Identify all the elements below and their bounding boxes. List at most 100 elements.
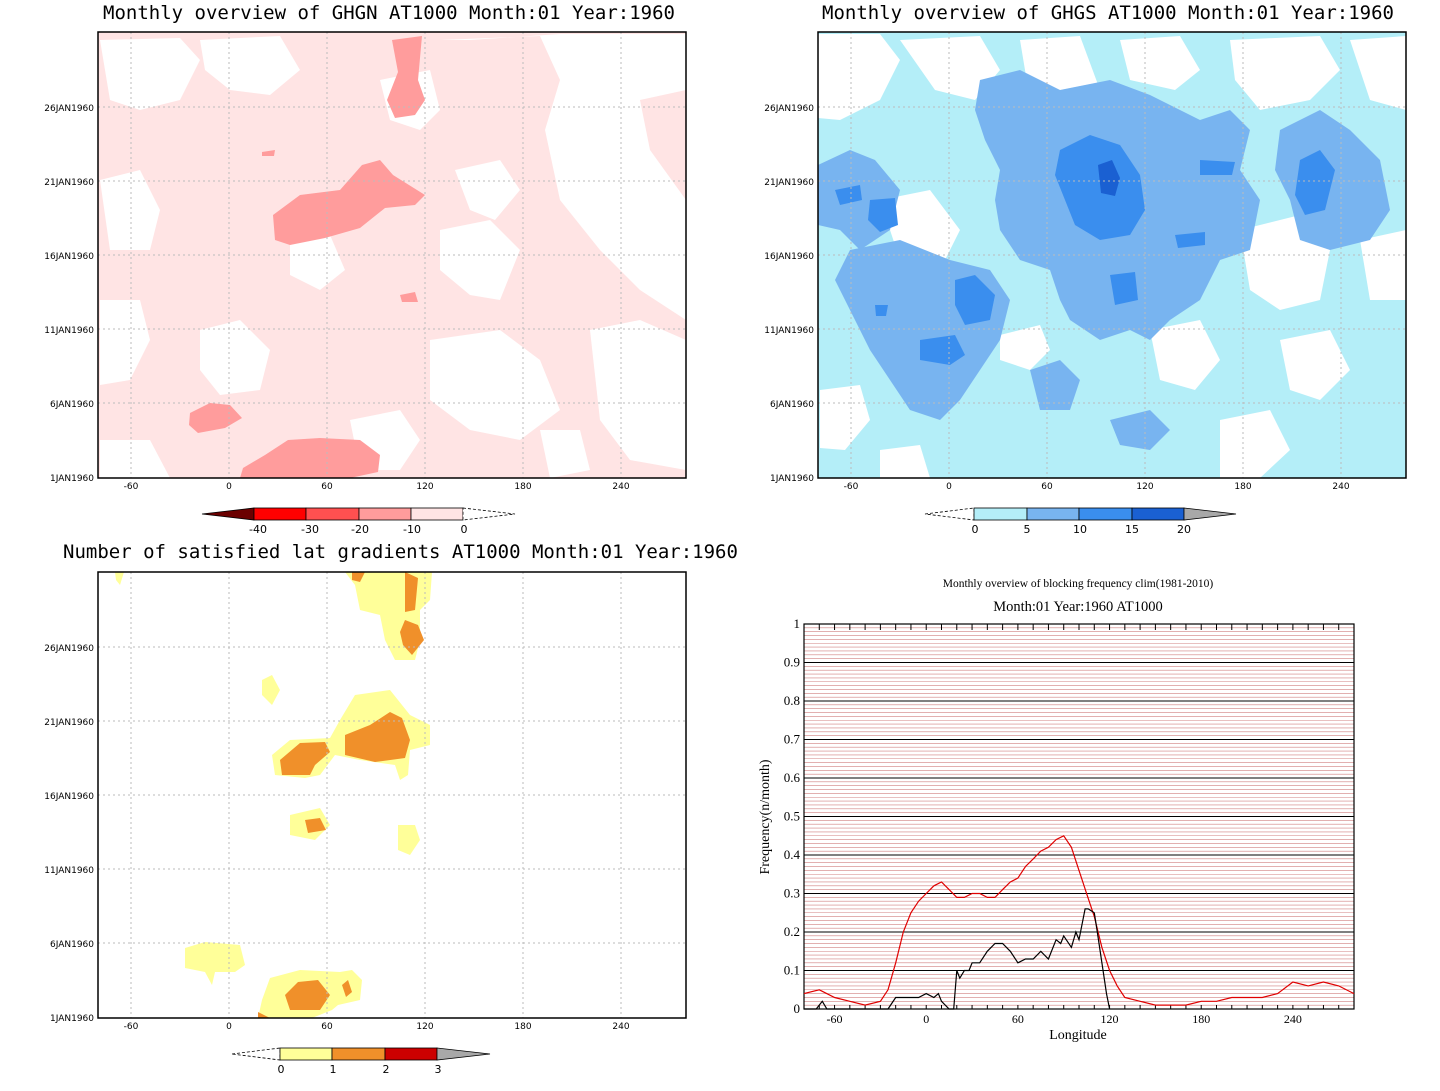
chart-title: Monthly overview of blocking frequency c… xyxy=(943,578,1214,590)
ghgn-frame xyxy=(97,31,687,479)
chart-y-tick: 1 xyxy=(794,616,801,631)
latgrad-map xyxy=(98,572,686,1018)
ghgs-y-tick: 21JAN1960 xyxy=(764,178,814,188)
ghgn-x-tick: 60 xyxy=(321,482,333,492)
ghgn-map xyxy=(98,32,686,478)
ghgs-title: Monthly overview of GHGS AT1000 Month:01… xyxy=(822,2,1394,24)
latgrad-colorbar-label: 0 xyxy=(278,1063,285,1076)
chart-y-tick: 0 xyxy=(794,1001,801,1016)
ghgs-10to15-regions xyxy=(835,135,1335,365)
latgrad-y-tick: 16JAN1960 xyxy=(44,792,94,802)
ghgn-axis-labels: -60 0 60 120 180 240 1JAN1960 6JAN1960 1… xyxy=(44,104,630,492)
ghgn-y-tick: 1JAN1960 xyxy=(50,474,94,484)
latgrad-colorbar-label: 2 xyxy=(383,1063,390,1076)
chart-y-tick: 0.8 xyxy=(784,693,800,708)
latgrad-colorbar-label: 1 xyxy=(330,1063,337,1076)
ghgn-negative-regions xyxy=(189,36,425,478)
ghgn-title: Monthly overview of GHGN AT1000 Month:01… xyxy=(103,2,675,24)
latgrad-axis-labels: -60 0 60 120 180 240 1JAN1960 6JAN1960 1… xyxy=(44,644,630,1032)
ghgs-x-tick: 0 xyxy=(946,482,952,492)
ghgs-y-tick: 26JAN1960 xyxy=(764,104,814,114)
chart-x-tick: 120 xyxy=(1101,1012,1119,1026)
chart-y-tick: 0.7 xyxy=(784,732,801,747)
ghgs-y-tick: 16JAN1960 xyxy=(764,252,814,262)
ghgs-x-tick: 60 xyxy=(1041,482,1053,492)
ghgn-x-tick: 0 xyxy=(226,482,232,492)
ghgn-colorbar-label: -10 xyxy=(403,523,421,536)
chart-x-tick: -60 xyxy=(827,1012,843,1026)
latgrad-title: Number of satisfied lat gradients AT1000… xyxy=(63,541,738,563)
chart-y-tick: 0.6 xyxy=(784,770,801,785)
chart-x-tick: 240 xyxy=(1284,1012,1302,1026)
chart-y-tick: 0.2 xyxy=(784,924,800,939)
series-line-black xyxy=(804,908,1111,1010)
latgrad-x-tick: 60 xyxy=(321,1022,333,1032)
chart-minor-gridlines xyxy=(804,627,1354,1006)
ghgs-x-tick: 180 xyxy=(1234,482,1251,492)
chart-x-tick: 180 xyxy=(1192,1012,1210,1026)
chart-x-axis-label: Longitude xyxy=(1049,1028,1107,1043)
ghgn-gridlines xyxy=(98,32,686,478)
ghgs-map xyxy=(818,32,1406,478)
latgrad-y-tick: 21JAN1960 xyxy=(44,718,94,728)
ghgn-y-tick: 11JAN1960 xyxy=(44,326,94,336)
ghgn-x-tick: 120 xyxy=(416,482,433,492)
latgrad-2to3-regions xyxy=(258,572,424,1018)
chart-y-tick: 0.5 xyxy=(784,809,800,824)
chart-x-tick-labels: -60 0 60 120 180 240 xyxy=(827,1012,1302,1026)
ghgs-colorbar-label: 0 xyxy=(972,523,979,536)
latgrad-x-tick: 240 xyxy=(612,1022,629,1032)
blocking-frequency-chart: Monthly overview of blocking frequency c… xyxy=(758,578,1355,1043)
ghgs-colorbar-label: 20 xyxy=(1177,523,1191,536)
ghgn-colorbar: -40 -30 -20 -10 0 xyxy=(201,507,516,536)
chart-y-axis-label: Frequency(n/month) xyxy=(758,759,773,874)
ghgn-colorbar-label: -20 xyxy=(351,523,369,536)
ghgs-colorbar-label: 5 xyxy=(1024,523,1031,536)
latgrad-x-tick: -60 xyxy=(124,1022,139,1032)
chart-y-tick-labels: 0 0.1 0.2 0.3 0.4 0.5 0.6 0.7 0.8 0.9 1 xyxy=(784,616,801,1016)
ghgs-y-tick: 6JAN1960 xyxy=(770,400,814,410)
ghgn-y-tick: 21JAN1960 xyxy=(44,178,94,188)
chart-y-tick: 0.3 xyxy=(784,886,800,901)
ghgs-x-tick: 240 xyxy=(1332,482,1349,492)
ghgs-y-tick: 11JAN1960 xyxy=(764,326,814,336)
ghgn-white-regions xyxy=(100,34,686,478)
ghgs-colorbar-label: 10 xyxy=(1073,523,1087,536)
ghgn-y-tick: 26JAN1960 xyxy=(44,104,94,114)
chart-x-tick: 60 xyxy=(1012,1012,1024,1026)
latgrad-y-tick: 6JAN1960 xyxy=(50,940,94,950)
chart-frame xyxy=(803,623,1355,1010)
chart-y-tick: 0.1 xyxy=(784,963,800,978)
ghgs-frame xyxy=(817,31,1407,479)
ghgn-colorbar-label: 0 xyxy=(461,523,468,536)
ghgs-axis-labels: -60 0 60 120 180 240 1JAN1960 6JAN1960 1… xyxy=(764,104,1350,492)
latgrad-gridlines xyxy=(98,572,686,1018)
chart-top-tick-marks xyxy=(803,624,1355,1009)
latgrad-colorbar-label: 3 xyxy=(435,1063,442,1076)
ghgs-gridlines xyxy=(818,32,1406,478)
ghgn-colorbar-label: -30 xyxy=(301,523,319,536)
latgrad-frame xyxy=(97,571,687,1019)
ghgn-x-tick: -60 xyxy=(124,482,139,492)
chart-y-tick: 0.9 xyxy=(784,655,800,670)
ghgs-15to20-regions xyxy=(1098,160,1120,196)
ghgn-x-tick: 180 xyxy=(514,482,531,492)
ghgs-white-regions xyxy=(818,34,1406,478)
ghgn-y-tick: 6JAN1960 xyxy=(50,400,94,410)
ghgn-colorbar-label: -40 xyxy=(249,523,267,536)
ghgs-colorbar-label: 15 xyxy=(1125,523,1139,536)
chart-x-tick: 0 xyxy=(923,1012,929,1026)
chart-series-lines xyxy=(803,835,1355,1010)
ghgs-x-tick: 120 xyxy=(1136,482,1153,492)
ghgn-x-tick: 240 xyxy=(612,482,629,492)
latgrad-x-tick: 180 xyxy=(514,1022,531,1032)
latgrad-y-tick: 1JAN1960 xyxy=(50,1014,94,1024)
ghgs-x-tick: -60 xyxy=(844,482,859,492)
latgrad-y-tick: 11JAN1960 xyxy=(44,866,94,876)
chart-y-tick: 0.4 xyxy=(784,847,801,862)
series-line-red xyxy=(803,835,1355,1006)
ghgs-colorbar: 0 5 10 15 20 xyxy=(924,507,1237,536)
chart-subtitle: Month:01 Year:1960 AT1000 xyxy=(993,599,1163,615)
latgrad-x-tick: 0 xyxy=(226,1022,232,1032)
